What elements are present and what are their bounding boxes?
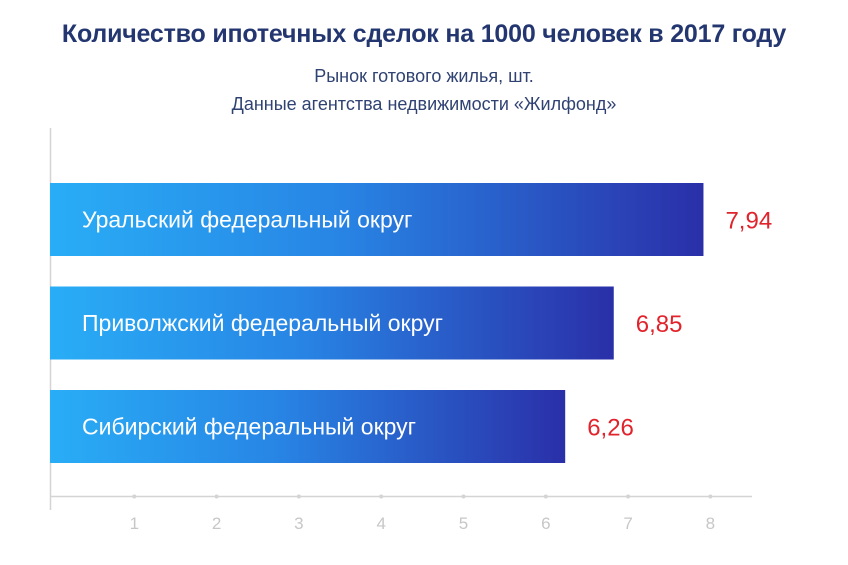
bar-value-label: 6,85 [636,311,683,338]
bar-value-label: 6,26 [587,415,634,442]
x-tick-label: 5 [459,514,468,533]
x-tick-label: 7 [623,514,632,533]
x-tick-mark [543,494,548,499]
x-tick-label: 6 [541,514,550,533]
x-tick-mark [379,494,384,499]
bar [50,183,704,256]
bar-category-label: Уральский федеральный округ [82,207,412,233]
x-tick-label: 3 [294,514,303,533]
x-tick-label: 2 [212,514,221,533]
bar-category-label: Сибирский федеральный округ [82,414,416,440]
x-tick-mark [708,494,713,499]
x-tick-mark [296,494,301,499]
x-tick-mark [214,494,219,499]
x-tick-mark [461,494,466,499]
chart-subtitle-line-2: Данные агентства недвижимости «Жилфонд» [231,94,617,114]
x-tick-label: 1 [130,514,139,533]
bar [50,390,566,463]
chart-subtitle-line-1: Рынок готового жилья, шт. [314,66,534,86]
bar-value-label: 7,94 [725,208,772,235]
chart-title: Количество ипотечных сделок на 1000 чело… [61,20,787,48]
x-tick-mark [132,494,137,499]
bar [50,286,614,360]
bar-category-label: Приволжский федеральный округ [82,310,443,336]
x-tick-label: 4 [376,514,385,533]
x-tick-mark [626,494,631,499]
x-tick-label: 8 [706,514,715,533]
